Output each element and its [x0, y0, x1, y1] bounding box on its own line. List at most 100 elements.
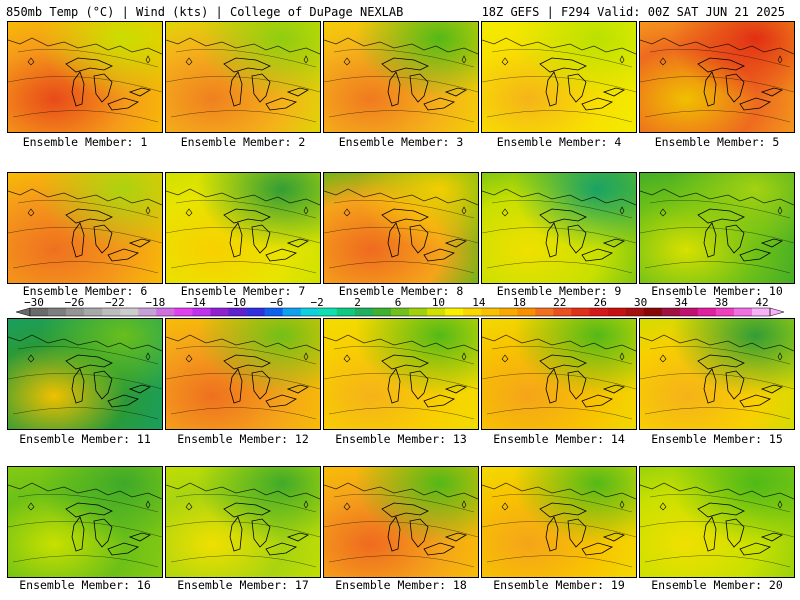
colorbar-swatch — [372, 308, 392, 316]
ensemble-member-label: Ensemble Member: 16 — [19, 578, 151, 592]
colorbar-tick-label: 22 — [553, 296, 566, 309]
colorbar-tick-label: −18 — [145, 296, 165, 309]
ensemble-map-12 — [165, 318, 321, 430]
ensemble-map-5 — [639, 21, 795, 133]
colorbar-max-arrow — [769, 307, 785, 317]
colorbar-swatch — [733, 308, 753, 316]
colorbar-swatch — [102, 308, 121, 316]
colorbar-tick-label: −10 — [226, 296, 246, 309]
ensemble-map-7 — [165, 172, 321, 284]
colorbar-swatch — [481, 308, 500, 316]
colorbar-swatch — [48, 308, 67, 316]
colorbar-tick-label: 30 — [634, 296, 647, 309]
chart-title: 850mb Temp (°C) | Wind (kts) | College o… — [6, 5, 404, 19]
colorbar-swatch — [625, 308, 644, 316]
ensemble-member-label: Ensemble Member: 1 — [22, 135, 148, 149]
colorbar-swatch — [84, 308, 103, 316]
colorbar-swatch — [715, 308, 735, 316]
colorbar-swatch — [553, 308, 572, 316]
ensemble-member-label: Ensemble Member: 8 — [338, 284, 464, 298]
ensemble-map-17 — [165, 466, 321, 578]
colorbar-outline — [29, 307, 771, 317]
colorbar-swatch — [30, 308, 49, 316]
ensemble-member-label: Ensemble Member: 13 — [335, 432, 467, 446]
ensemble-map-20 — [639, 466, 795, 578]
ensemble-map-18 — [323, 466, 479, 578]
ensemble-member-label: Ensemble Member: 12 — [177, 432, 309, 446]
colorbar-swatch — [589, 308, 608, 316]
colorbar-swatch — [192, 308, 211, 316]
colorbar-tick-label: −22 — [105, 296, 125, 309]
ensemble-member-label: Ensemble Member: 17 — [177, 578, 309, 592]
ensemble-member-label: Ensemble Member: 7 — [180, 284, 306, 298]
ensemble-map-9 — [481, 172, 637, 284]
colorbar-swatch — [354, 308, 374, 316]
colorbar-swatch — [643, 308, 663, 316]
ensemble-member-label: Ensemble Member: 14 — [493, 432, 625, 446]
ensemble-map-16 — [7, 466, 163, 578]
colorbar-swatch — [228, 308, 247, 316]
colorbar-tick-label: −26 — [65, 296, 85, 309]
colorbar-swatch — [445, 308, 464, 316]
ensemble-map-4 — [481, 21, 637, 133]
colorbar-swatch — [120, 308, 139, 316]
colorbar-tick-label: 2 — [354, 296, 361, 309]
colorbar-swatch — [679, 308, 699, 316]
colorbar-min-arrow — [15, 307, 31, 317]
colorbar-swatch — [300, 308, 320, 316]
ensemble-member-label: Ensemble Member: 18 — [335, 578, 467, 592]
colorbar-swatch — [751, 308, 771, 316]
ensemble-member-label: Ensemble Member: 5 — [654, 135, 780, 149]
ensemble-map-6 — [7, 172, 163, 284]
colorbar-swatch — [210, 308, 229, 316]
ensemble-map-13 — [323, 318, 479, 430]
ensemble-member-label: Ensemble Member: 6 — [22, 284, 148, 298]
colorbar-tick-label: 26 — [594, 296, 607, 309]
colorbar-swatch — [463, 308, 482, 316]
colorbar-swatch — [246, 308, 265, 316]
colorbar-tick-label: 14 — [472, 296, 486, 309]
ensemble-member-label: Ensemble Member: 9 — [496, 284, 622, 298]
colorbar-tick-label: −30 — [24, 296, 44, 309]
colorbar-swatch — [427, 308, 446, 316]
colorbar-swatch — [390, 308, 410, 316]
colorbar-swatch — [607, 308, 626, 316]
ensemble-member-label: Ensemble Member: 11 — [19, 432, 151, 446]
colorbar-swatch — [336, 308, 356, 316]
ensemble-map-15 — [639, 318, 795, 430]
ensemble-map-19 — [481, 466, 637, 578]
colorbar-tick-label: 42 — [755, 296, 768, 309]
colorbar-tick-label: 18 — [513, 296, 526, 309]
ensemble-map-10 — [639, 172, 795, 284]
ensemble-member-label: Ensemble Member: 4 — [496, 135, 622, 149]
ensemble-member-label: Ensemble Member: 10 — [651, 284, 783, 298]
colorbar-tick-label: 38 — [715, 296, 728, 309]
colorbar-swatch — [499, 308, 518, 316]
ensemble-member-label: Ensemble Member: 15 — [651, 432, 783, 446]
colorbar-swatch — [66, 308, 85, 316]
colorbar-tick-label: 6 — [395, 296, 402, 309]
colorbar-swatch — [535, 308, 554, 316]
ensemble-map-14 — [481, 318, 637, 430]
temperature-colorbar: −30 −26 −22 −18 −14 −10 −6 −2 2 6 10 14 18 22 26 30 34 38… — [15, 296, 785, 317]
ensemble-member-label: Ensemble Member: 19 — [493, 578, 625, 592]
colorbar-swatch — [697, 308, 717, 316]
ensemble-map-1 — [7, 21, 163, 133]
colorbar-swatch — [264, 308, 283, 316]
colorbar-swatch — [571, 308, 590, 316]
colorbar-swatch — [156, 308, 175, 316]
ensemble-map-11 — [7, 318, 163, 430]
colorbar-tick-label: −2 — [310, 296, 323, 309]
ensemble-member-label: Ensemble Member: 20 — [651, 578, 783, 592]
colorbar-tick-label: −6 — [270, 296, 283, 309]
colorbar-tick-label: 34 — [674, 296, 688, 309]
colorbar-tick-label: −14 — [186, 296, 206, 309]
colorbar-swatch — [318, 308, 338, 316]
ensemble-map-8 — [323, 172, 479, 284]
colorbar-swatch — [174, 308, 193, 316]
colorbar-swatch — [517, 308, 536, 316]
colorbar-swatch — [282, 308, 302, 316]
ensemble-map-2 — [165, 21, 321, 133]
ensemble-map-3 — [323, 21, 479, 133]
colorbar-swatch — [409, 308, 428, 316]
